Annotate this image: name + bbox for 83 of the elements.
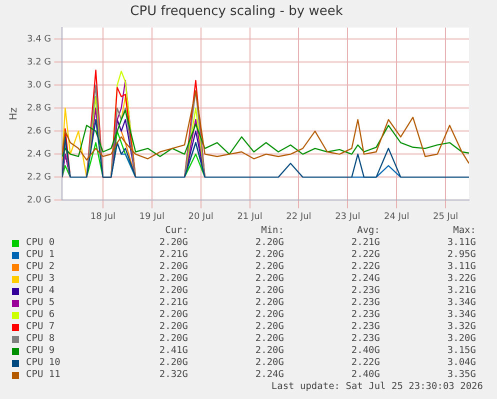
y-axis-title: Hz: [8, 108, 20, 120]
text: 2.95G: [446, 249, 476, 261]
text: 3.32G: [446, 321, 476, 333]
legend-label: CPU 11: [26, 369, 60, 381]
y-tick-label: 3.0 G: [26, 80, 52, 90]
text: 2.20G: [158, 261, 188, 273]
text: 2.22G: [350, 261, 380, 273]
text: 3.35G: [446, 369, 476, 381]
text: 2.20G: [158, 285, 188, 297]
text: 2.21G: [158, 297, 188, 309]
text: 2.20G: [254, 273, 284, 285]
x-tick-label: 23 Jul: [335, 212, 360, 222]
chart-title: CPU frequency scaling - by week: [130, 4, 344, 20]
text: 2.20G: [254, 333, 284, 345]
legend-label: CPU 3: [26, 273, 55, 285]
legend-label: CPU 7: [26, 321, 55, 333]
x-tick-label: 22 Jul: [286, 212, 312, 222]
text: 3.20G: [446, 333, 476, 345]
text: Cur:: [164, 225, 188, 237]
text: 2.20G: [158, 309, 188, 321]
legend-label: CPU 4: [26, 285, 55, 297]
y-tick-label: 2.4 G: [26, 150, 52, 160]
legend-label: CPU 1: [26, 249, 55, 261]
text: 3.34G: [446, 309, 476, 321]
text: 3.22G: [446, 273, 476, 285]
legend-label: CPU 10: [26, 357, 60, 369]
text: 2.22G: [350, 249, 380, 261]
legend-label: CPU 8: [26, 333, 55, 345]
x-tick-label: 19 Jul: [139, 212, 164, 222]
text: 3.15G: [446, 345, 476, 357]
text: 2.20G: [254, 297, 284, 309]
y-tick-label: 3.2 G: [26, 57, 52, 68]
text: 2.20G: [254, 285, 284, 297]
text: 2.41G: [158, 345, 188, 357]
y-tick-label: 2.2 G: [26, 172, 52, 183]
text: 2.20G: [158, 321, 188, 333]
text: 2.40G: [350, 369, 380, 381]
text: 3.11G: [446, 237, 476, 249]
text: 2.20G: [158, 273, 188, 285]
x-tick-label: 24 Jul: [384, 212, 410, 222]
legend-label: CPU 0: [26, 237, 55, 249]
text: 2.24G: [254, 369, 284, 381]
text: 2.20G: [254, 345, 284, 357]
text: 2.24G: [350, 273, 380, 285]
x-tick-label: 25 Jul: [432, 212, 458, 222]
x-tick-label: 21 Jul: [237, 212, 262, 222]
y-tick-label: 2.8 G: [26, 103, 52, 114]
text: 2.23G: [350, 285, 380, 297]
legend-label: CPU 9: [26, 345, 55, 357]
text: 2.23G: [350, 309, 380, 321]
y-tick-label: 3.4 G: [26, 34, 52, 44]
text: 2.21G: [158, 249, 188, 261]
legend-label: CPU 6: [26, 309, 55, 321]
text: 2.20G: [158, 357, 188, 369]
text: Min:: [260, 225, 284, 237]
y-tick-label: 2.6 G: [26, 126, 52, 137]
text: 2.22G: [350, 357, 380, 369]
text: 3.04G: [446, 357, 476, 369]
text: Max:: [452, 225, 476, 237]
text: 2.20G: [254, 261, 284, 273]
text: Last update: Sat Jul 25 23:30:03 2026: [270, 381, 483, 393]
x-tick-label: 20 Jul: [188, 212, 214, 222]
text: 2.20G: [254, 237, 284, 249]
text: 2.23G: [350, 297, 380, 309]
text: 2.40G: [350, 345, 380, 357]
legend-label: CPU 5: [26, 297, 55, 309]
text: 2.21G: [350, 237, 380, 249]
text: 2.20G: [254, 309, 284, 321]
text: 2.20G: [158, 237, 188, 249]
text: 3.11G: [446, 261, 476, 273]
text: 2.20G: [254, 249, 284, 261]
text: 3.21G: [446, 285, 476, 297]
text: 3.34G: [446, 297, 476, 309]
text: 2.23G: [350, 321, 380, 333]
legend-label: CPU 2: [26, 261, 55, 273]
text: 2.20G: [254, 321, 284, 333]
text: 2.32G: [158, 369, 188, 381]
text: 2.20G: [158, 333, 188, 345]
text: 2.23G: [350, 333, 380, 345]
y-tick-label: 2.0 G: [26, 196, 52, 206]
x-tick-label: 18 Jul: [90, 212, 116, 222]
text: 2.20G: [254, 357, 284, 369]
text: Avg:: [356, 225, 380, 237]
